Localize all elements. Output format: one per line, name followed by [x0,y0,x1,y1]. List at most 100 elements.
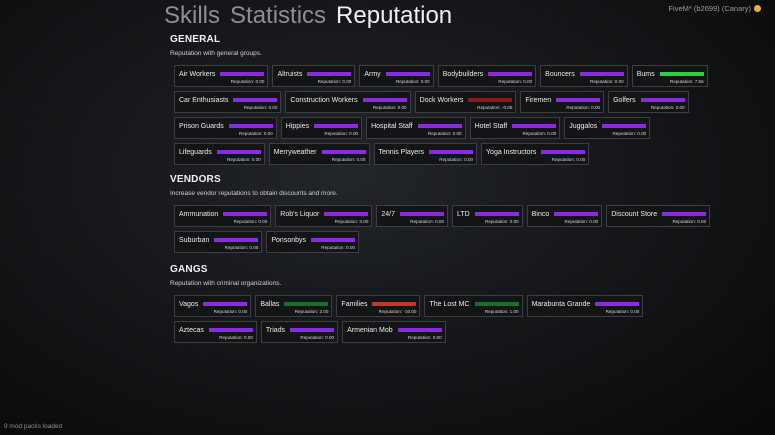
reputation-card[interactable]: Rob's Liquor Reputation: 0.00 [275,205,373,227]
reputation-label: Reputation: [566,105,592,110]
reputation-meter: Reputation: 0.00 [488,69,533,84]
reputation-card[interactable]: The Lost MC Reputation: 1.00 [424,295,523,317]
reputation-bar [314,124,359,128]
reputation-label: Reputation: [590,79,615,84]
reputation-number: 0.00 [420,79,430,84]
reputation-card[interactable]: Air Workers Reputation: 0.00 [174,65,269,87]
reputation-card[interactable]: Firemen Reputation: 0.00 [520,91,605,113]
reputation-value: Reputation: 0.00 [410,219,444,224]
reputation-label: Reputation: [485,219,510,224]
reputation-meter: Reputation: 0.00 [220,69,265,84]
reputation-meter: Reputation: 0.00 [417,121,462,136]
reputation-card[interactable]: Hippies Reputation: 0.00 [280,117,363,139]
reputation-name: Merryweather [273,149,317,156]
reputation-card[interactable]: Altruists Reputation: 0.00 [272,65,356,87]
reputation-bar [512,124,557,128]
reputation-name: Marabunta Grande [531,301,591,308]
reputation-card[interactable]: Discount Store Reputation: 0.00 [606,205,711,227]
reputation-card[interactable]: LTD Reputation: 0.00 [452,205,523,227]
reputation-label: Reputation: [605,309,631,314]
reputation-name: Discount Store [611,211,658,218]
reputation-card[interactable]: Ponsonbys Reputation: 0.00 [266,231,359,253]
reputation-label: Reputation: [612,131,638,136]
reputation-bar [488,72,533,76]
reputation-value: Reputation: 0.00 [428,131,462,136]
reputation-card[interactable]: Juggalos Reputation: 0.00 [564,117,651,139]
reputation-card[interactable]: Merryweather Reputation: 0.00 [268,143,370,165]
reputation-bar [541,150,586,154]
reputation-card[interactable]: Army Reputation: 0.00 [359,65,434,87]
reputation-meter: Reputation: 0.00 [208,325,253,340]
reputation-value: Reputation: -0.05 [477,105,512,110]
reputation-meter: Reputation: 0.00 [385,69,430,84]
reputation-bar [220,72,265,76]
reputation-card[interactable]: Prison Guards Reputation: 0.00 [174,117,277,139]
reputation-number: 7.56 [694,79,704,84]
reputation-meter: Reputation: 0.00 [324,209,369,224]
reputation-label: Reputation: [477,105,502,110]
fivem-logo-icon [754,5,761,12]
reputation-value: Reputation: 0.00 [324,131,358,136]
reputation-card[interactable]: Triads Reputation: 0.00 [260,321,339,343]
reputation-meter: Reputation: 0.00 [362,95,407,110]
reputation-value: Reputation: 0.00 [439,157,473,162]
reputation-card[interactable]: Suburban Reputation: 0.00 [174,231,263,253]
reputation-card[interactable]: Bums Reputation: 7.56 [631,65,708,87]
reputation-card[interactable]: Families Reputation: -10.00 [336,295,421,317]
reputation-label: Reputation: [226,157,252,162]
reputation-bar [429,150,474,154]
reputation-card[interactable]: Hotel Staff Reputation: 0.00 [469,117,561,139]
reputation-card[interactable]: Construction Workers Reputation: 0.00 [285,91,411,113]
section-vendors: VENDORS Increase vendor reputations to o… [170,174,730,253]
reputation-bar [362,98,407,102]
tab-statistics[interactable]: Statistics [230,2,327,29]
reputation-card[interactable]: Armenian Mob Reputation: 0.00 [342,321,446,343]
reputation-value: Reputation: 0.00 [612,131,646,136]
reputation-card[interactable]: Car Enthusiasts Reputation: 0.00 [174,91,282,113]
reputation-label: Reputation: [243,105,269,110]
reputation-meter: Reputation: 2.00 [284,299,329,314]
reputation-card[interactable]: Lifeguards Reputation: 0.00 [174,143,265,165]
reputation-label: Reputation: [498,79,524,84]
reputation-label: Reputation: [522,131,548,136]
reputation-meter: Reputation: 0.00 [512,121,557,136]
reputation-bar [474,212,519,216]
reputation-value: Reputation: 0.00 [373,105,407,110]
reputation-card[interactable]: Dock Workers Reputation: -0.05 [414,91,517,113]
reputation-card[interactable]: Tennis Players Reputation: 0.00 [373,143,478,165]
reputation-bar [554,212,599,216]
reputation-number: 0.00 [591,105,601,110]
reputation-bar [290,328,335,332]
reputation-card[interactable]: Bouncers Reputation: 0.00 [540,65,628,87]
reputation-card[interactable]: Hospital Staff Reputation: 0.00 [366,117,466,139]
tab-reputation[interactable]: Reputation [336,2,453,29]
reputation-number: 0.00 [576,157,586,162]
reputation-name: Prison Guards [179,123,224,130]
reputation-card[interactable]: Binco Reputation: 0.00 [526,205,603,227]
reputation-number: -0.05 [501,105,513,110]
reputation-bar [474,302,519,306]
section-title: GENERAL [170,34,221,45]
reputation-card[interactable]: Aztecas Reputation: 0.00 [174,321,257,343]
reputation-value: Reputation: 0.00 [565,219,599,224]
reputation-card[interactable]: 24/7 Reputation: 0.00 [376,205,449,227]
reputation-card[interactable]: Golfers Reputation: 0.00 [608,91,689,113]
reputation-card[interactable]: Ballas Reputation: 2.00 [255,295,333,317]
reputation-number: 0.00 [249,245,259,250]
reputation-card[interactable]: Marabunta Grande Reputation: 0.00 [526,295,644,317]
reputation-meter: Reputation: 0.00 [400,209,445,224]
reputation-bar [579,72,624,76]
reputation-number: 0.00 [349,131,359,136]
reputation-value: Reputation: 0.00 [651,105,685,110]
reputation-card[interactable]: Yoga Instructors Reputation: 0.00 [481,143,590,165]
reputation-value: Reputation: 0.00 [332,157,366,162]
reputation-number: 0.00 [547,131,557,136]
reputation-bar [662,212,707,216]
reputation-bar [321,150,366,154]
reputation-label: Reputation: [407,335,433,340]
tab-skills[interactable]: Skills [164,2,221,29]
reputation-card[interactable]: Bodybuilders Reputation: 0.00 [437,65,537,87]
reputation-card[interactable]: Ammunation Reputation: 0.00 [174,205,272,227]
reputation-card[interactable]: Vagos Reputation: 0.00 [174,295,252,317]
section-desc: Reputation with general groups. [170,50,262,57]
